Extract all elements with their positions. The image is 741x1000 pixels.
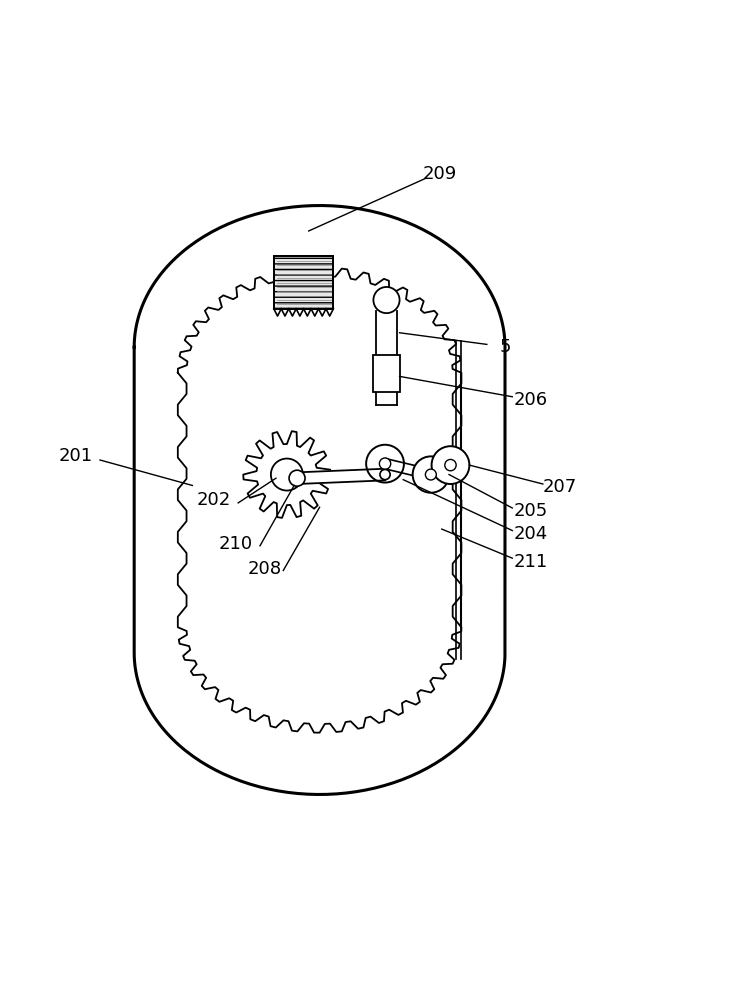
Text: 210: 210	[219, 535, 253, 553]
Circle shape	[366, 445, 404, 483]
Circle shape	[289, 470, 305, 486]
Polygon shape	[297, 469, 385, 484]
Text: 207: 207	[542, 478, 576, 496]
Text: 205: 205	[514, 502, 548, 520]
Circle shape	[425, 469, 436, 480]
Bar	[273, 256, 333, 309]
Circle shape	[413, 456, 449, 493]
Circle shape	[445, 459, 456, 471]
Bar	[373, 355, 399, 392]
Text: 211: 211	[514, 553, 548, 571]
Circle shape	[380, 469, 390, 480]
Circle shape	[271, 459, 303, 491]
Circle shape	[431, 446, 469, 484]
Text: 204: 204	[514, 525, 548, 543]
Bar	[273, 256, 333, 309]
Text: 206: 206	[514, 391, 548, 409]
Text: 209: 209	[422, 165, 456, 183]
Circle shape	[379, 458, 391, 469]
Circle shape	[373, 287, 399, 313]
Polygon shape	[384, 459, 432, 480]
Text: 201: 201	[59, 447, 93, 465]
Text: 208: 208	[248, 560, 282, 578]
Text: 202: 202	[197, 491, 231, 509]
Text: 5: 5	[499, 338, 511, 356]
